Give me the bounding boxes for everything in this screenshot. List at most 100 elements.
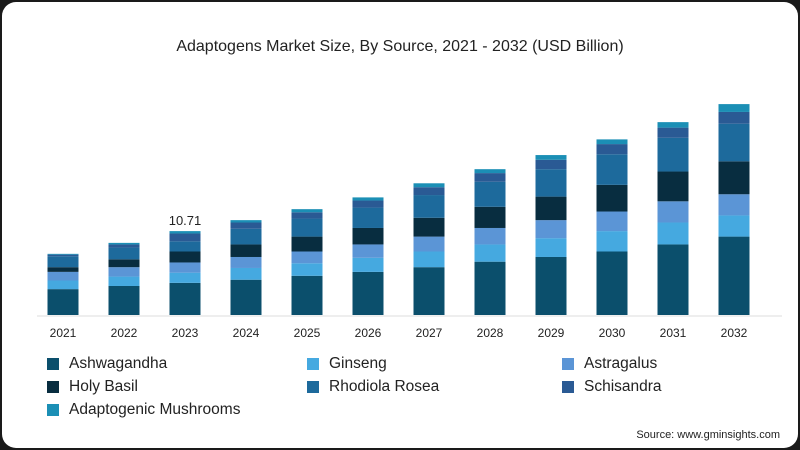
legend-label: Rhodiola Rosea	[329, 377, 440, 395]
bar-segment-holy-basil-2025	[291, 236, 323, 252]
bar-segment-astragalus-2022	[108, 267, 140, 277]
bar-segment-adaptogenic-mushrooms-2025	[291, 209, 323, 213]
legend-swatch	[47, 380, 59, 393]
bar-segment-adaptogenic-mushrooms-2022	[108, 242, 140, 245]
bar-segment-schisandra-2031	[657, 127, 689, 138]
bar-segment-schisandra-2026	[352, 200, 384, 208]
bar-segment-adaptogenic-mushrooms-2026	[352, 197, 384, 201]
bar-segment-ashwagandha-2023	[169, 282, 201, 315]
x-tick-label: 2021	[50, 326, 77, 340]
bar-segment-astragalus-2032	[718, 194, 750, 216]
bar-segment-holy-basil-2028	[474, 206, 506, 228]
bar-segment-rhodiola-rosea-2022	[108, 247, 140, 260]
bar-segment-rhodiola-rosea-2032	[718, 123, 750, 162]
legend-label: Schisandra	[584, 377, 662, 395]
bar-segment-rhodiola-rosea-2023	[169, 241, 201, 252]
bar-segment-schisandra-2027	[413, 187, 445, 196]
bar-segment-ginseng-2024	[230, 267, 262, 280]
bar-segment-adaptogenic-mushrooms-2030	[596, 139, 628, 145]
bar-segment-schisandra-2024	[230, 222, 262, 229]
bar-segment-adaptogenic-mushrooms-2024	[230, 220, 262, 223]
x-tick-label: 2022	[111, 326, 138, 340]
legend-swatch	[562, 380, 574, 393]
bar-segment-ginseng-2031	[657, 222, 689, 245]
legend-item: Ashwagandha	[47, 354, 307, 373]
bar-segment-holy-basil-2032	[718, 161, 750, 195]
bar-segment-holy-basil-2030	[596, 184, 628, 212]
bar-segment-astragalus-2025	[291, 251, 323, 264]
bar-segment-ashwagandha-2024	[230, 279, 262, 315]
bar-segment-ashwagandha-2028	[474, 261, 506, 315]
bar-segment-ashwagandha-2026	[352, 271, 384, 315]
source-note: Source: www.gminsights.com	[636, 429, 780, 441]
legend-label: Holy Basil	[69, 377, 138, 395]
bar-segment-ashwagandha-2032	[718, 236, 750, 315]
legend-label: Adaptogenic Mushrooms	[69, 400, 241, 418]
bar-segment-ginseng-2027	[413, 251, 445, 268]
x-tick-label: 2032	[721, 326, 748, 340]
legend-label: Ginseng	[329, 354, 387, 372]
legend-swatch	[307, 357, 319, 370]
bar-segment-rhodiola-rosea-2021	[47, 256, 79, 268]
legend-swatch	[47, 403, 59, 416]
bar-segment-adaptogenic-mushrooms-2027	[413, 183, 445, 188]
legend-swatch	[47, 357, 59, 370]
bar-segment-holy-basil-2024	[230, 244, 262, 257]
bar-segment-schisandra-2025	[291, 212, 323, 219]
bar-segment-ashwagandha-2031	[657, 244, 689, 315]
bar-segment-holy-basil-2021	[47, 267, 79, 272]
bar-segment-rhodiola-rosea-2028	[474, 181, 506, 207]
bar-segment-adaptogenic-mushrooms-2028	[474, 169, 506, 174]
bar-segment-schisandra-2023	[169, 233, 201, 242]
x-tick-label: 2027	[416, 326, 443, 340]
bar-segment-ashwagandha-2025	[291, 275, 323, 315]
bar-segment-ginseng-2026	[352, 257, 384, 272]
bar-segment-adaptogenic-mushrooms-2032	[718, 104, 750, 112]
bar-segment-adaptogenic-mushrooms-2029	[535, 155, 567, 160]
bar-segment-schisandra-2029	[535, 159, 567, 170]
x-tick-label: 2029	[538, 326, 565, 340]
bar-segment-rhodiola-rosea-2031	[657, 137, 689, 172]
bar-segment-schisandra-2021	[47, 254, 79, 257]
bar-segment-ashwagandha-2029	[535, 256, 567, 315]
legend-label: Ashwagandha	[69, 354, 168, 372]
legend-item: Adaptogenic Mushrooms	[47, 400, 307, 419]
bar-segment-astragalus-2028	[474, 227, 506, 245]
x-tick-label: 2023	[172, 326, 199, 340]
bar-segment-rhodiola-rosea-2027	[413, 195, 445, 218]
bar-segment-adaptogenic-mushrooms-2021	[47, 253, 79, 255]
bar-segment-rhodiola-rosea-2024	[230, 228, 262, 245]
bar-segment-ginseng-2025	[291, 263, 323, 276]
bar-segment-ginseng-2023	[169, 272, 201, 283]
bar-segment-schisandra-2028	[474, 173, 506, 182]
x-tick-label: 2026	[355, 326, 382, 340]
x-tick-label: 2025	[294, 326, 321, 340]
bar-segment-astragalus-2031	[657, 201, 689, 223]
bar-segment-holy-basil-2026	[352, 227, 384, 245]
bar-segment-ashwagandha-2022	[108, 285, 140, 315]
bar-segment-schisandra-2022	[108, 244, 140, 248]
legend-item: Astragalus	[562, 354, 782, 373]
x-tick-label: 2030	[599, 326, 626, 340]
bar-segment-astragalus-2023	[169, 262, 201, 273]
legend-item: Rhodiola Rosea	[307, 377, 562, 396]
data-label: 10.71	[169, 213, 202, 228]
bar-segment-ginseng-2021	[47, 280, 79, 290]
legend-item: Ginseng	[307, 354, 562, 373]
x-tick-label: 2028	[477, 326, 504, 340]
legend-swatch	[562, 357, 574, 370]
bar-segment-rhodiola-rosea-2026	[352, 207, 384, 228]
bar-segment-astragalus-2030	[596, 211, 628, 232]
bar-segment-rhodiola-rosea-2025	[291, 218, 323, 237]
bar-segment-astragalus-2027	[413, 236, 445, 252]
x-tick-label: 2024	[233, 326, 260, 340]
bar-segment-ginseng-2030	[596, 231, 628, 252]
bar-segment-astragalus-2029	[535, 220, 567, 239]
bar-segment-ashwagandha-2021	[47, 289, 79, 315]
chart-title: Adaptogens Market Size, By Source, 2021 …	[176, 38, 624, 55]
bar-segment-adaptogenic-mushrooms-2023	[169, 231, 201, 234]
bar-segment-schisandra-2032	[718, 111, 750, 124]
stacked-bar-chart: 2021 2022 2023 10.71 2024 2025 2026 2027 2028 202…	[37, 104, 782, 340]
legend-item: Holy Basil	[47, 377, 307, 396]
bar-segment-adaptogenic-mushrooms-2031	[657, 122, 689, 128]
